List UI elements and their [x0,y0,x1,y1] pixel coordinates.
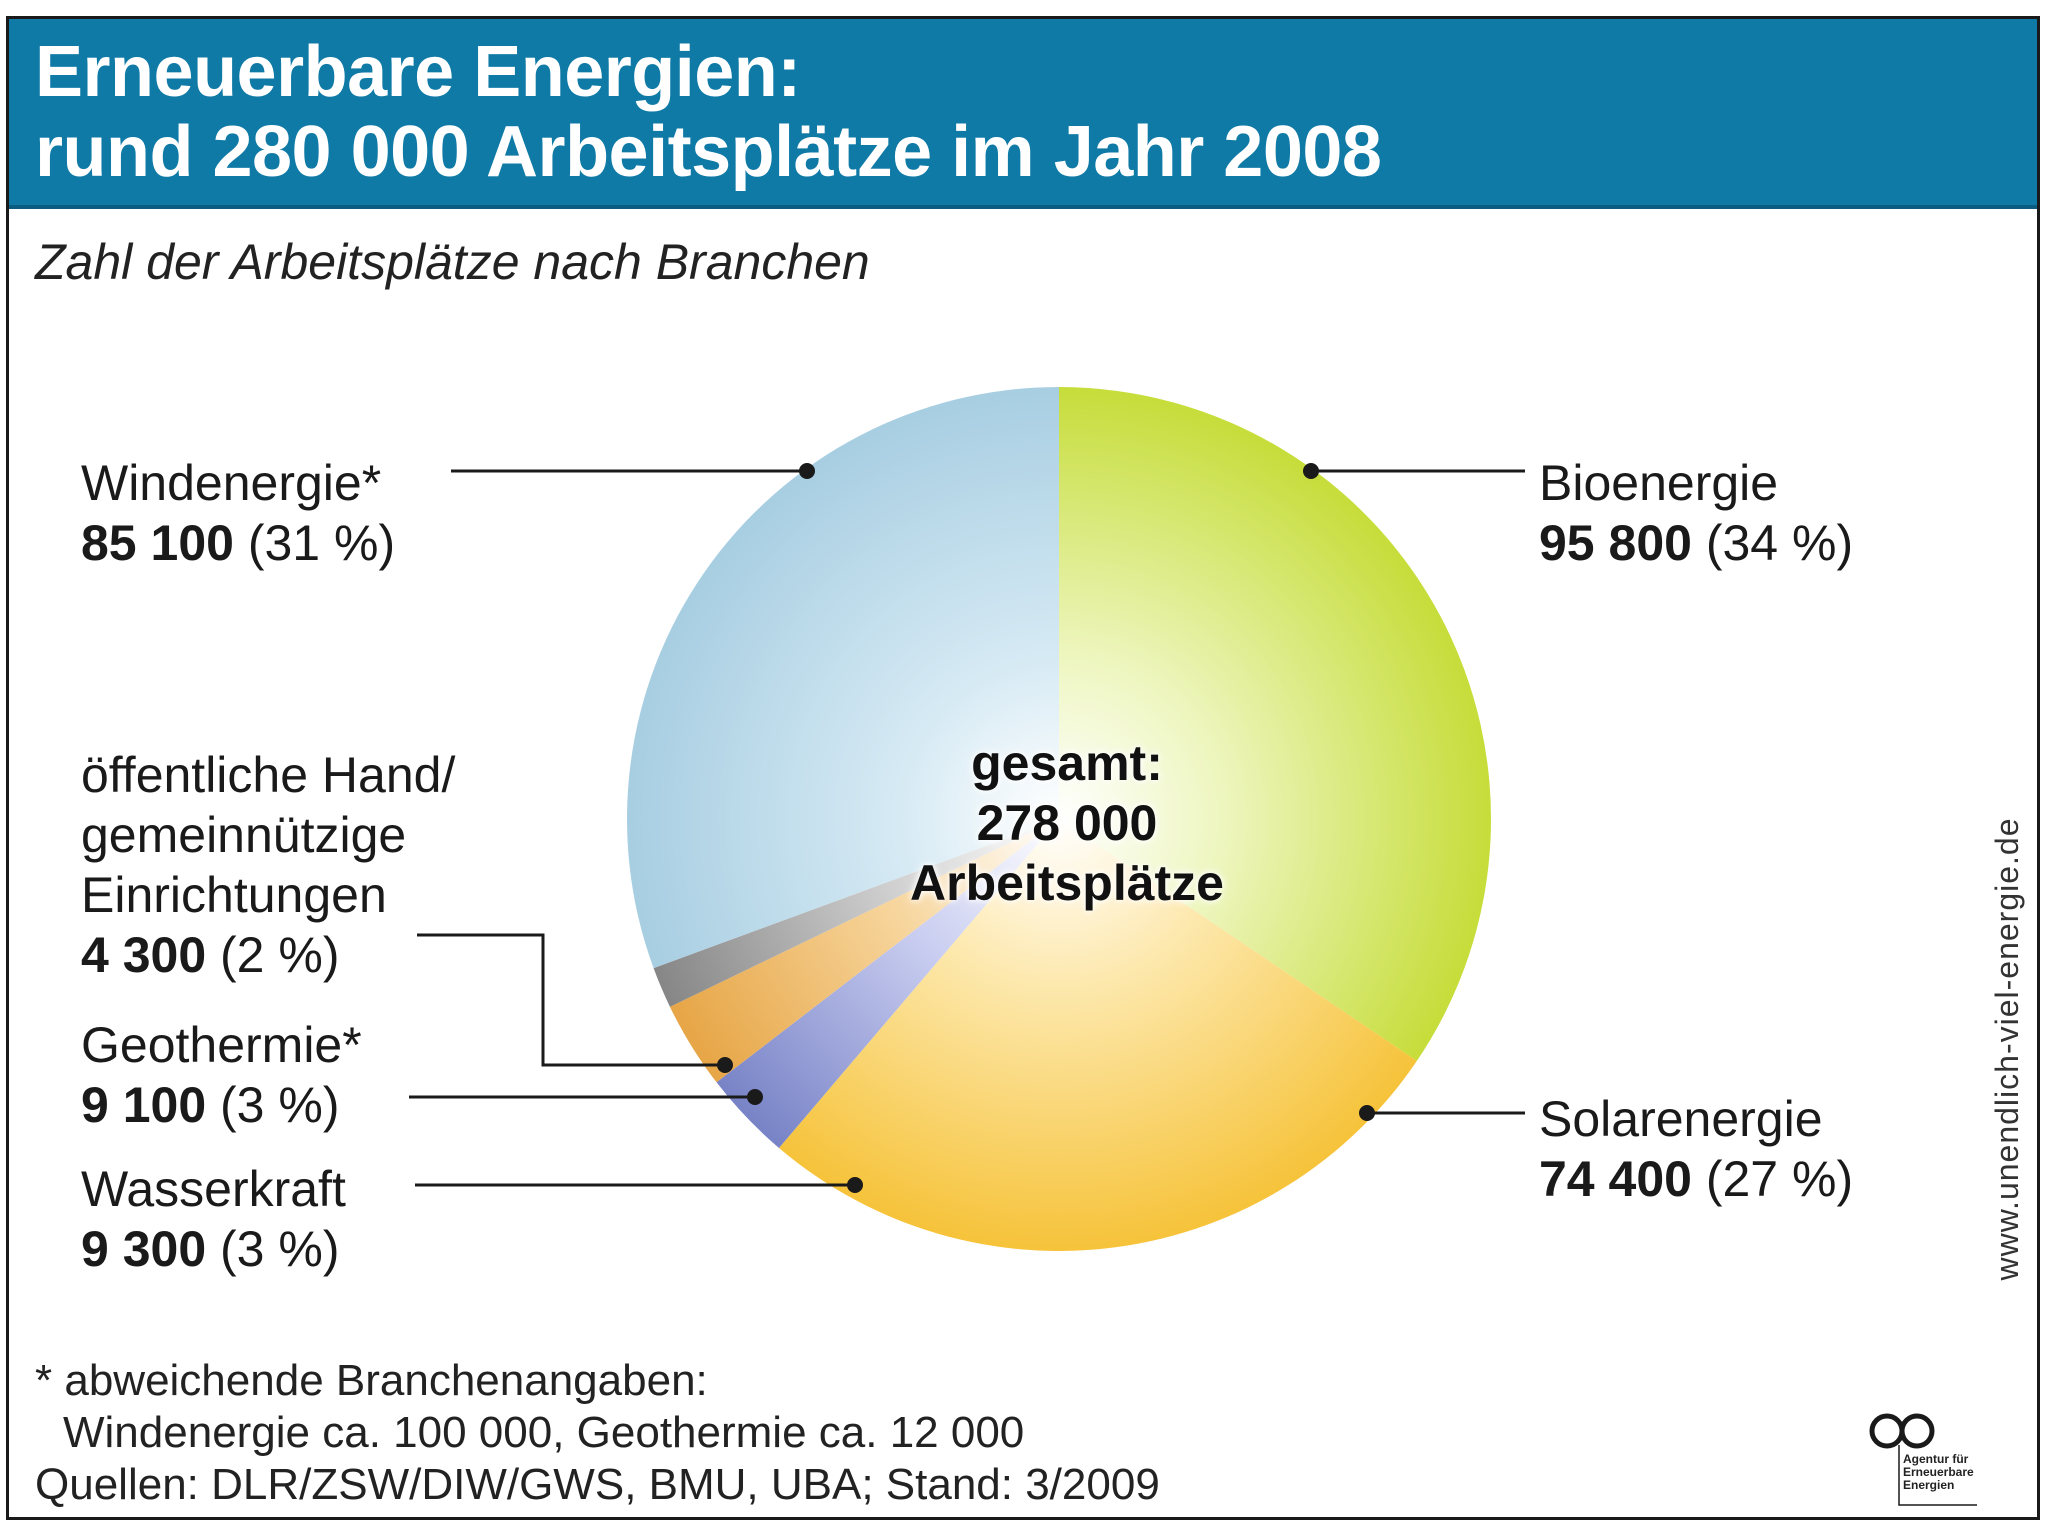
leader-dot-geothermie [747,1089,763,1105]
pie-center-total: gesamt: 278 000 Arbeitsplätze [827,733,1307,913]
pie-chart [409,387,1525,1251]
title-line-2: rund 280 000 Arbeitsplätze im Jahr 2008 [35,112,1382,192]
label-bioenergie-value: 95 800 [1539,515,1692,571]
label-oeffentliche-hand-name-2: gemeinnützige [81,807,407,863]
label-windenergie-value: 85 100 [81,515,234,571]
label-bioenergie-pct: (34 %) [1705,515,1854,571]
logo-text-2: Erneuerbare [1903,1465,1974,1479]
label-wasserkraft-value: 9 300 [81,1221,207,1277]
pie-slice-geothermie [669,819,1059,1083]
label-windenergie-name: Windenergie* [81,455,382,511]
label-windenergie: Windenergie* 85 100 (31 %) [81,453,395,573]
leader-dot-bioenergie [1303,463,1319,479]
label-wasserkraft-name: Wasserkraft [81,1161,346,1217]
infographic-frame: Erneuerbare Energien: rund 280 000 Arbei… [6,16,2040,1520]
label-bioenergie: Bioenergie 95 800 (34 %) [1539,453,1853,573]
logo-text: Agentur für Erneuerbare Energien [1903,1453,1974,1492]
side-url: www.unendlich-viel-energie.de [1989,817,2025,1281]
logo-text-3: Energien [1903,1478,1955,1492]
pie-slice-solarenergie [778,819,1417,1251]
title-line-1: Erneuerbare Energien: [35,32,801,112]
label-oeffentliche-hand-value: 4 300 [81,927,207,983]
footnote-sources: Quellen: DLR/ZSW/DIW/GWS, BMU, UBA; Stan… [35,1460,1160,1509]
leader-dot-solarenergie [1359,1105,1375,1121]
pie-slice-wasserkraft [716,819,1059,1148]
pie-slice-windenergie [627,387,1059,969]
label-windenergie-pct: (31 %) [247,515,396,571]
header-banner: Erneuerbare Energien: rund 280 000 Arbei… [9,19,2037,209]
infinity-logo-icon [1869,1413,1977,1506]
label-geothermie: Geothermie* 9 100 (3 %) [81,1015,362,1135]
center-line-1: gesamt: [971,735,1163,791]
pie-slice-oeffentliche-hand [653,819,1059,1007]
leader-dot-oeffentliche-hand [717,1057,733,1073]
label-geothermie-name: Geothermie* [81,1017,362,1073]
pie-slice-bioenergie [1059,387,1491,1061]
label-solarenergie-pct: (27 %) [1705,1151,1854,1207]
label-geothermie-pct: (3 %) [220,1077,340,1133]
agentur-logo: Agentur für Erneuerbare Energien [1865,1405,1985,1515]
center-line-2: 278 000 [976,795,1158,851]
logo-text-1: Agentur für [1903,1452,1969,1466]
leader-dot-wasserkraft [847,1177,863,1193]
label-oeffentliche-hand-name-1: öffentliche Hand/ [81,747,456,803]
label-bioenergie-name: Bioenergie [1539,455,1779,511]
label-solarenergie-value: 74 400 [1539,1151,1692,1207]
label-wasserkraft: Wasserkraft 9 300 (3 %) [81,1159,346,1279]
label-oeffentliche-hand: öffentliche Hand/ gemeinnützige Einricht… [81,745,455,985]
chart-subtitle: Zahl der Arbeitsplätze nach Branchen [35,234,870,290]
center-line-3: Arbeitsplätze [910,855,1224,911]
footnote-line-1: * abweichende Branchenangaben: [35,1356,708,1405]
leader-line-oeffentliche-hand [417,933,725,1067]
leader-dot-windenergie [799,463,815,479]
label-geothermie-value: 9 100 [81,1077,207,1133]
label-oeffentliche-hand-name-3: Einrichtungen [81,867,387,923]
label-wasserkraft-pct: (3 %) [220,1221,340,1277]
label-solarenergie-name: Solarenergie [1539,1091,1823,1147]
footnote-line-2: Windenergie ca. 100 000, Geothermie ca. … [63,1408,1025,1457]
label-solarenergie: Solarenergie 74 400 (27 %) [1539,1089,1853,1209]
label-oeffentliche-hand-pct: (2 %) [220,927,340,983]
